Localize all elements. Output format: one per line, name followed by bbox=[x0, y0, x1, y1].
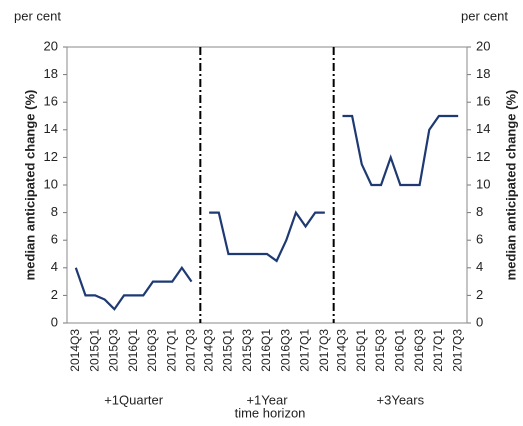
x-tick-label: 2016Q3 bbox=[145, 329, 159, 372]
y-tick-label: 2 bbox=[51, 287, 58, 302]
y-tick-label: 0 bbox=[51, 314, 58, 329]
x-tick-label: 2016Q3 bbox=[278, 329, 292, 372]
x-tick-label: 2016Q3 bbox=[412, 329, 426, 372]
x-tick-label: 2017Q1 bbox=[164, 329, 178, 372]
series-line bbox=[342, 114, 459, 187]
panel-label: +1Year bbox=[246, 392, 288, 407]
y2-tick-label: 14 bbox=[476, 121, 490, 136]
x-tick-label: 2017Q1 bbox=[431, 329, 445, 372]
y2-tick-label: 8 bbox=[476, 204, 483, 219]
plot-frame bbox=[66, 46, 468, 324]
x-tick-label: 2015Q1 bbox=[354, 329, 368, 372]
y-axis-label: median anticipated change (%) bbox=[22, 90, 37, 281]
y-tick-label: 8 bbox=[51, 204, 58, 219]
y2-unit: per cent bbox=[461, 8, 508, 23]
y-tick-label: 12 bbox=[44, 149, 58, 164]
y2-tick-label: 12 bbox=[476, 149, 490, 164]
x-tick-label: 2017Q3 bbox=[450, 329, 464, 372]
series-line bbox=[74, 265, 193, 311]
y-tick-label: 14 bbox=[44, 121, 58, 136]
y-tick-label: 6 bbox=[51, 232, 58, 247]
x-axis-label: time horizon bbox=[235, 405, 306, 420]
x-tick-label: 2014Q3 bbox=[68, 329, 82, 372]
y-tick-label: 18 bbox=[44, 66, 58, 81]
panel-label: +1Quarter bbox=[104, 392, 164, 407]
x-tick-label: 2014Q3 bbox=[201, 329, 215, 372]
y-tick-label: 20 bbox=[44, 38, 58, 53]
x-tick-label: 2017Q3 bbox=[184, 329, 198, 372]
x-tick-label: 2015Q3 bbox=[240, 329, 254, 372]
x-tick-label: 2015Q1 bbox=[221, 329, 235, 372]
x-tick-label: 2016Q1 bbox=[393, 329, 407, 372]
x-tick-label: 2015Q3 bbox=[107, 329, 121, 372]
y2-axis-label: median anticipated change (%) bbox=[503, 90, 518, 281]
y-tick-label: 16 bbox=[44, 94, 58, 109]
panel-label: +3Years bbox=[377, 392, 425, 407]
x-tick-label: 2015Q1 bbox=[87, 329, 101, 372]
y-unit: per cent bbox=[14, 8, 61, 23]
y2-tick-label: 6 bbox=[476, 232, 483, 247]
x-tick-label: 2016Q1 bbox=[126, 329, 140, 372]
y2-tick-label: 18 bbox=[476, 66, 490, 81]
y2-tick-label: 0 bbox=[476, 314, 483, 329]
x-tick-label: 2016Q1 bbox=[259, 329, 273, 372]
y2-tick-label: 16 bbox=[476, 94, 490, 109]
y2-tick-label: 2 bbox=[476, 287, 483, 302]
y-tick-label: 4 bbox=[51, 259, 58, 274]
x-tick-label: 2015Q3 bbox=[373, 329, 387, 372]
y2-tick-label: 10 bbox=[476, 176, 490, 191]
x-tick-label: 2017Q1 bbox=[298, 329, 312, 372]
x-tick-label: 2017Q3 bbox=[317, 329, 331, 372]
y-tick-label: 10 bbox=[44, 176, 58, 191]
series-line bbox=[209, 210, 325, 263]
x-tick-label: 2014Q3 bbox=[335, 329, 349, 372]
y2-tick-label: 20 bbox=[476, 38, 490, 53]
y2-tick-label: 4 bbox=[476, 259, 483, 274]
